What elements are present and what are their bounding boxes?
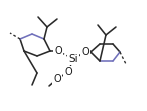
Text: O: O	[53, 74, 61, 84]
Text: O: O	[81, 47, 89, 57]
Text: O: O	[64, 67, 72, 77]
Text: O: O	[54, 46, 62, 56]
Polygon shape	[85, 51, 91, 53]
Text: Si: Si	[68, 54, 78, 64]
